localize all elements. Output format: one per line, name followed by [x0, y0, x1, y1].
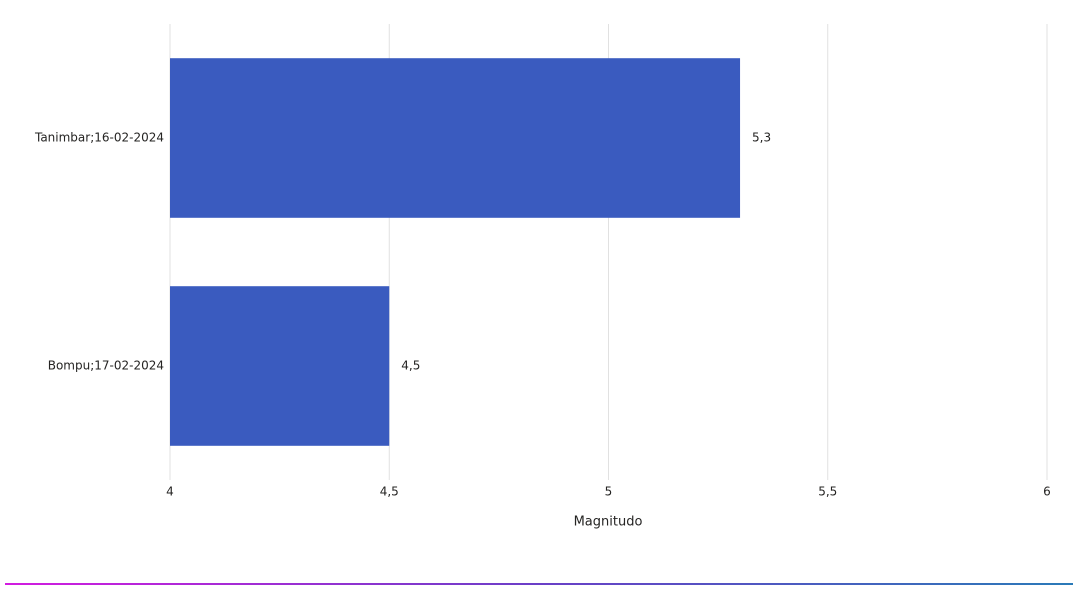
x-tick-label: 4 — [166, 485, 174, 499]
x-tick-label: 5,5 — [818, 485, 837, 499]
data-label: 5,3 — [752, 131, 771, 145]
x-tick-label: 6 — [1043, 485, 1051, 499]
y-tick-label: Bompu;17-02-2024 — [48, 359, 164, 373]
divider — [5, 583, 1073, 585]
bar — [170, 286, 390, 446]
y-tick-label: Tanimbar;16-02-2024 — [34, 131, 164, 145]
x-tick-label: 4,5 — [380, 485, 399, 499]
x-tick-label: 5 — [605, 485, 613, 499]
data-label: 4,5 — [401, 359, 420, 373]
x-axis-label: Magnitudo — [574, 515, 643, 530]
bar — [170, 58, 741, 218]
